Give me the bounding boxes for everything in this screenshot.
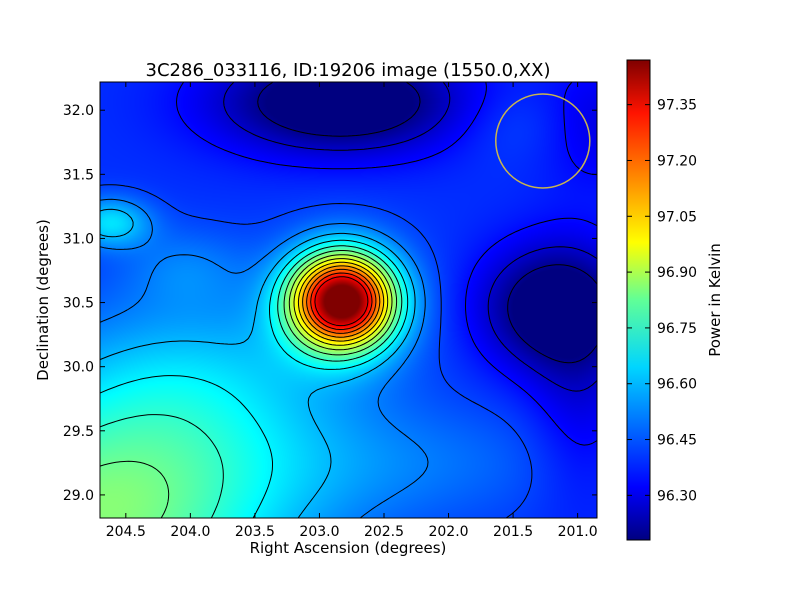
contour-line bbox=[100, 239, 409, 518]
y-axis-ticks: 29.0 29.5 30.0 30.5 31.0 31.5 32.0 bbox=[63, 103, 597, 504]
beam-circle bbox=[495, 93, 591, 189]
contour-line bbox=[302, 265, 381, 338]
colorbar-tick-label: 96.60 bbox=[657, 377, 697, 393]
contour-line bbox=[176, 82, 597, 446]
contour-line bbox=[314, 276, 369, 327]
x-tick-label: 202.0 bbox=[428, 524, 468, 540]
colorbar-tick-label: 97.35 bbox=[657, 98, 697, 114]
x-tick-label: 201.0 bbox=[558, 524, 598, 540]
contour-line bbox=[223, 82, 597, 392]
contour-line bbox=[306, 268, 377, 334]
x-axis-ticks: 204.5 204.0 203.5 203.0 202.5 202.0 201.5 201.0 bbox=[106, 82, 598, 540]
colorbar: 96.30 96.45 96.60 96.75 96.90 97.05 97.20 97.35… bbox=[626, 59, 724, 541]
y-tick-label: 32.0 bbox=[63, 103, 94, 119]
colorbar-tick-label: 96.90 bbox=[657, 265, 697, 281]
colorbar-ticks: 96.30 96.45 96.60 96.75 96.90 97.05 97.20 97.35 bbox=[627, 98, 697, 504]
colorbar-gradient bbox=[626, 59, 651, 541]
colorbar-tick-label: 96.30 bbox=[657, 488, 697, 504]
contour-line bbox=[288, 254, 393, 351]
y-tick-label: 31.0 bbox=[63, 231, 94, 247]
contour-line bbox=[100, 208, 416, 518]
contour-line bbox=[100, 198, 429, 518]
y-tick-label: 29.5 bbox=[63, 424, 94, 440]
contour-lines bbox=[100, 82, 597, 518]
colorbar-label: Power in Kelvin bbox=[706, 243, 724, 357]
colorbar-tick-label: 97.20 bbox=[657, 153, 697, 169]
heatmap-image bbox=[100, 82, 597, 518]
contour-line bbox=[257, 82, 597, 364]
contour-line bbox=[310, 272, 373, 330]
x-tick-label: 201.5 bbox=[493, 524, 533, 540]
y-tick-label: 30.0 bbox=[63, 360, 94, 376]
plot-frame bbox=[99, 81, 598, 519]
colorbar-tick-label: 96.45 bbox=[657, 433, 697, 449]
x-tick-label: 202.5 bbox=[364, 524, 404, 540]
chart-title: 3C286_033116, ID:19206 image (1550.0,XX) bbox=[146, 60, 551, 81]
x-tick-label: 203.5 bbox=[235, 524, 275, 540]
x-tick-label: 204.0 bbox=[170, 524, 210, 540]
y-tick-label: 29.0 bbox=[63, 488, 94, 504]
colorbar-tick-label: 97.05 bbox=[657, 209, 697, 225]
x-axis-label: Right Ascension (degrees) bbox=[250, 539, 447, 557]
contour-line bbox=[100, 184, 533, 518]
colorbar-tick-label: 96.75 bbox=[657, 321, 697, 337]
contour-line bbox=[100, 250, 398, 518]
y-axis-label: Declination (degrees) bbox=[34, 219, 52, 381]
contour-line bbox=[293, 258, 389, 346]
x-tick-label: 204.5 bbox=[106, 524, 146, 540]
x-tick-label: 203.0 bbox=[299, 524, 339, 540]
contour-line bbox=[100, 245, 403, 518]
y-tick-label: 31.5 bbox=[63, 167, 94, 183]
contour-line bbox=[297, 261, 385, 342]
y-tick-label: 30.5 bbox=[63, 296, 94, 312]
heatmap-layer bbox=[100, 82, 597, 518]
